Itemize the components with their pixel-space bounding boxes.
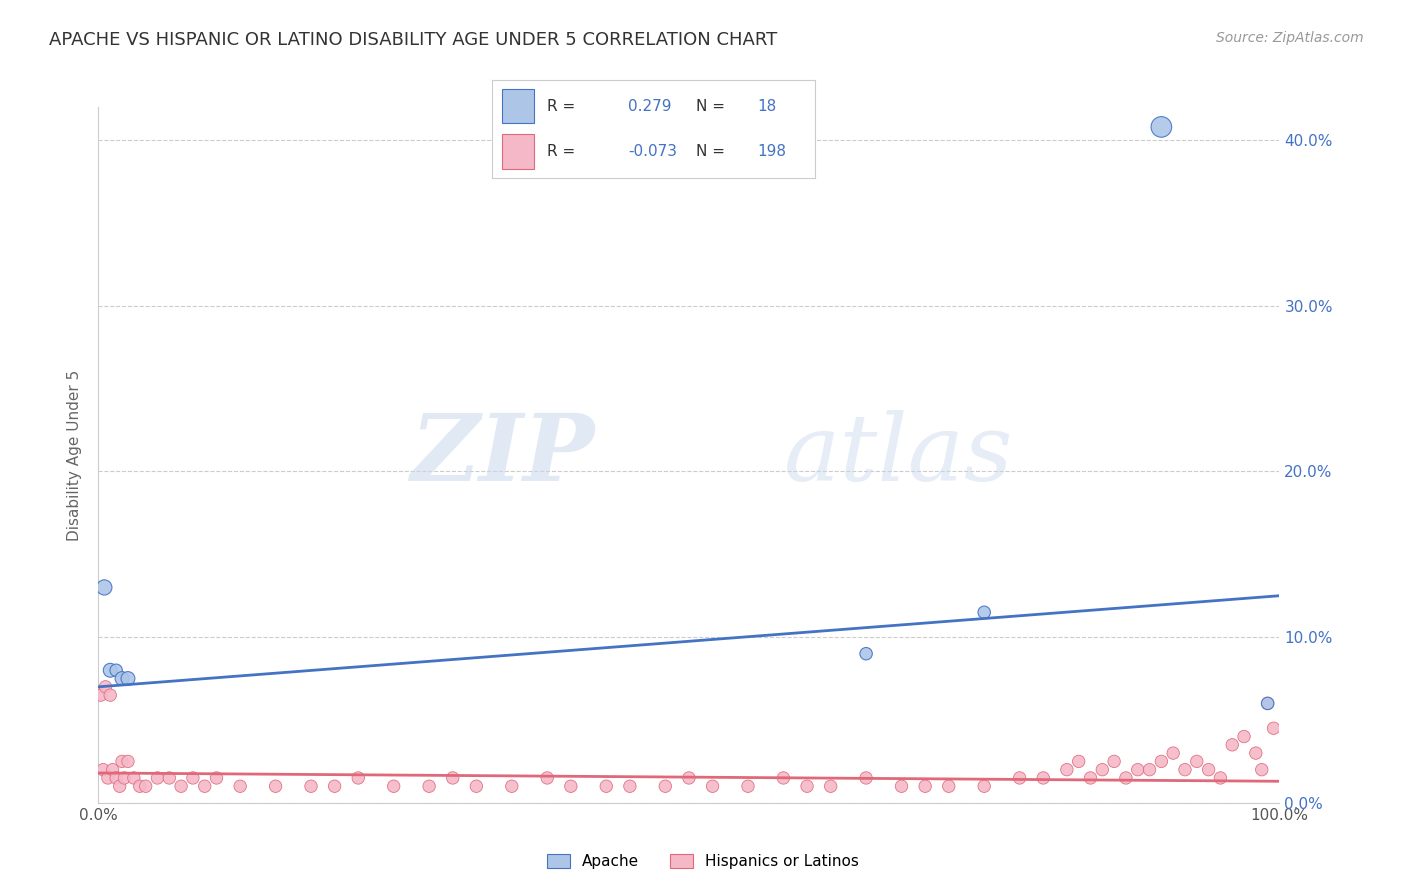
Point [122,771,145,785]
Point [1115,771,1137,785]
Point [90,688,112,702]
Point [157,771,180,785]
Point [1185,755,1208,769]
Point [796,779,818,793]
Point [347,771,370,785]
Point [1091,763,1114,777]
Point [1056,763,1078,777]
Point [117,672,139,686]
Point [1080,771,1102,785]
Point [1102,755,1125,769]
Text: 0.279: 0.279 [628,99,672,114]
Text: ZIP: ZIP [411,410,595,500]
Text: R =: R = [547,99,575,114]
Point [914,779,936,793]
Text: R =: R = [547,145,575,160]
Point [135,779,157,793]
Text: N =: N = [696,99,725,114]
Text: -0.073: -0.073 [628,145,676,160]
Point [1008,771,1031,785]
Point [1150,120,1173,134]
Point [382,779,405,793]
Point [205,771,228,785]
Point [108,779,131,793]
Point [170,779,193,793]
Point [1257,697,1279,711]
Point [229,779,252,793]
Point [91,763,114,777]
Point [595,779,617,793]
Point [619,779,641,793]
Point [1244,746,1267,760]
Point [105,771,128,785]
Point [1067,755,1090,769]
Text: APACHE VS HISPANIC OR LATINO DISABILITY AGE UNDER 5 CORRELATION CHART: APACHE VS HISPANIC OR LATINO DISABILITY … [49,31,778,49]
Point [1209,771,1232,785]
Point [654,779,676,793]
Point [1263,721,1285,735]
Point [111,672,134,686]
Point [418,779,440,793]
Point [890,779,912,793]
Point [938,779,960,793]
Point [264,779,287,793]
Text: N =: N = [696,145,725,160]
Text: Source: ZipAtlas.com: Source: ZipAtlas.com [1216,31,1364,45]
Point [1233,730,1256,744]
Point [973,605,995,619]
Text: 198: 198 [758,145,786,160]
Point [501,779,523,793]
Point [1032,771,1054,785]
Point [93,581,115,595]
FancyBboxPatch shape [502,134,534,169]
Point [94,680,117,694]
Point [820,779,842,793]
Point [128,779,150,793]
Point [98,688,121,702]
Point [299,779,322,793]
Point [536,771,558,785]
Point [1257,697,1279,711]
Point [702,779,724,793]
Point [855,771,877,785]
Point [323,779,346,793]
Y-axis label: Disability Age Under 5: Disability Age Under 5 [67,369,83,541]
Point [105,663,128,677]
Point [973,779,995,793]
Point [772,771,794,785]
Point [1198,763,1220,777]
Point [1250,763,1272,777]
Point [441,771,464,785]
Point [1126,763,1149,777]
Point [111,755,134,769]
Text: 18: 18 [758,99,776,114]
Point [146,771,169,785]
Point [1174,763,1197,777]
Point [855,647,877,661]
Point [560,779,582,793]
FancyBboxPatch shape [502,89,534,123]
Point [101,763,124,777]
Point [181,771,204,785]
Point [98,663,121,677]
Point [112,771,135,785]
Legend: Apache, Hispanics or Latinos: Apache, Hispanics or Latinos [541,848,865,875]
Point [1161,746,1184,760]
Point [117,755,139,769]
Point [1150,755,1173,769]
Point [465,779,488,793]
Point [194,779,217,793]
Point [1139,763,1161,777]
Text: atlas: atlas [783,410,1012,500]
Point [1220,738,1243,752]
Point [97,771,120,785]
Point [737,779,759,793]
Point [678,771,700,785]
